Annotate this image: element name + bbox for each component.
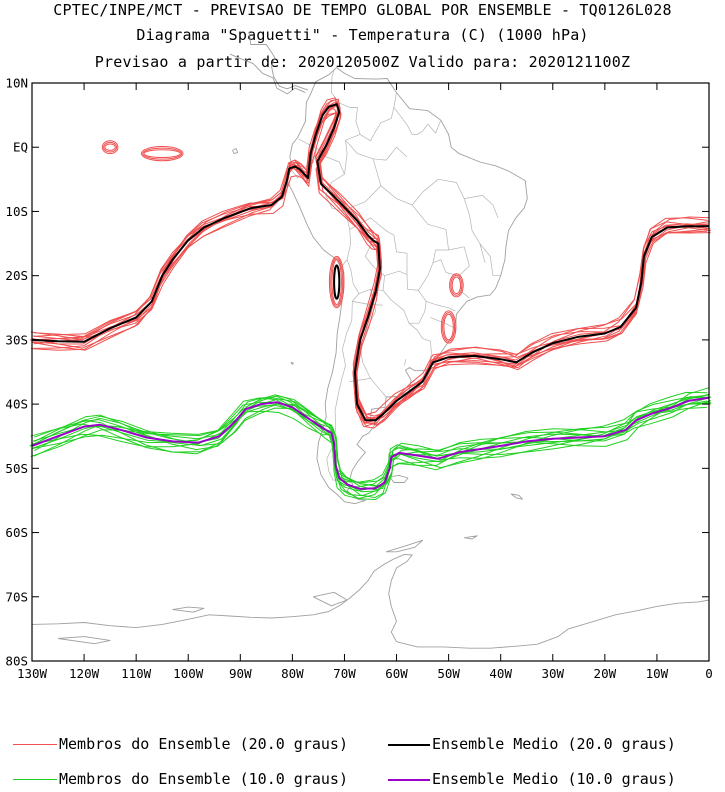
member-closed-contour bbox=[143, 149, 181, 159]
legend-label-members-20: Membros do Ensemble (20.0 graus) bbox=[59, 735, 348, 753]
member-closed-contour bbox=[330, 257, 344, 307]
member-closed-contour bbox=[451, 276, 462, 295]
member-closed-contour bbox=[101, 140, 119, 155]
member-line-10 bbox=[32, 387, 709, 487]
member-closed-contour bbox=[328, 255, 345, 309]
x-tick-label: 100W bbox=[173, 666, 204, 681]
ensemble-means bbox=[31, 103, 710, 490]
y-tick-label: 70S bbox=[5, 589, 28, 604]
member-line-20 bbox=[33, 99, 708, 425]
y-tick-label: 10N bbox=[5, 76, 28, 91]
member-closed-contour bbox=[331, 259, 342, 306]
member-line-20 bbox=[33, 112, 709, 421]
mean-closed-contour bbox=[333, 264, 341, 300]
chart-title-line-1: CPTEC/INPE/MCT - PREVISAO DE TEMPO GLOBA… bbox=[53, 1, 672, 19]
member-closed-contour bbox=[450, 274, 463, 296]
x-tick-label: 20W bbox=[594, 666, 617, 681]
y-tick-label: 60S bbox=[5, 525, 28, 540]
member-line-10 bbox=[32, 397, 711, 483]
x-tick-label: 80W bbox=[281, 666, 304, 681]
member-closed-contour bbox=[449, 273, 464, 298]
x-tick-label: 0 bbox=[705, 666, 713, 681]
spaghetti-chart: 130W 120W 110W 100W 90W 80W 70W 60W 50W 40W 30W 20W… bbox=[5, 31, 713, 682]
member-line-10 bbox=[29, 394, 707, 497]
legend-swatch-mean-20 bbox=[388, 744, 430, 746]
member-closed-contour bbox=[142, 147, 183, 160]
member-closed-contour bbox=[140, 146, 184, 162]
member-closed-contour bbox=[440, 310, 457, 344]
member-line-20 bbox=[30, 98, 711, 424]
member-line-20 bbox=[32, 104, 710, 415]
x-tick-label: 110W bbox=[121, 666, 152, 681]
chart-axes: 130W 120W 110W 100W 90W 80W 70W 60W 50W 40W 30W 20W… bbox=[5, 76, 712, 682]
legend-label-members-10: Membros do Ensemble (10.0 graus) bbox=[59, 770, 348, 788]
y-tick-label: 40S bbox=[5, 397, 28, 412]
y-tick-label: 20S bbox=[5, 268, 28, 283]
member-line-10 bbox=[29, 391, 708, 493]
x-tick-label: 70W bbox=[333, 666, 356, 681]
ensemble-mean-line-10 bbox=[31, 396, 710, 490]
member-line-20 bbox=[30, 104, 710, 417]
member-line-10 bbox=[31, 397, 708, 487]
member-closed-contour bbox=[442, 312, 456, 342]
y-tick-label: EQ bbox=[13, 140, 28, 155]
y-tick-label: 30S bbox=[5, 332, 28, 347]
member-line-20 bbox=[33, 100, 708, 421]
member-line-20 bbox=[33, 104, 709, 426]
member-line-20 bbox=[30, 112, 709, 419]
x-tick-label: 10W bbox=[646, 666, 669, 681]
x-tick-label: 30W bbox=[541, 666, 564, 681]
y-tick-label: 80S bbox=[5, 654, 28, 669]
member-closed-contour bbox=[443, 313, 454, 341]
x-tick-label: 50W bbox=[437, 666, 460, 681]
x-tick-label: 40W bbox=[489, 666, 512, 681]
plot-frame bbox=[31, 82, 710, 662]
legend-label-mean-20: Ensemble Medio (20.0 graus) bbox=[432, 735, 676, 753]
map-land-outlines bbox=[31, 31, 710, 649]
x-tick-label: 130W bbox=[17, 666, 48, 681]
legend-label-mean-10: Ensemble Medio (10.0 graus) bbox=[432, 770, 676, 788]
x-tick-label: 120W bbox=[69, 666, 100, 681]
legend-swatch-members-20 bbox=[13, 744, 57, 745]
member-line-10 bbox=[34, 398, 711, 500]
member-line-20 bbox=[30, 101, 711, 429]
x-tick-label: 90W bbox=[229, 666, 252, 681]
legend-swatch-members-10 bbox=[13, 779, 57, 780]
ensemble-mean-line-20 bbox=[31, 103, 709, 422]
member-line-10 bbox=[31, 393, 710, 491]
legend-swatch-mean-10 bbox=[388, 779, 430, 781]
chart-title-line-2: Diagrama "Spaguetti" - Temperatura (C) (… bbox=[136, 26, 589, 44]
member-closed-contour bbox=[103, 141, 118, 153]
member-line-20 bbox=[32, 97, 708, 427]
member-line-20 bbox=[31, 107, 708, 420]
x-tick-label: 60W bbox=[385, 666, 408, 681]
chart-legend: Membros do Ensemble (20.0 graus) Ensembl… bbox=[0, 725, 725, 792]
y-tick-label: 10S bbox=[5, 204, 28, 219]
y-tick-label: 50S bbox=[5, 461, 28, 476]
chart-title-line-3: Previsao a partir de: 2020120500Z Valido… bbox=[94, 53, 631, 71]
member-line-10 bbox=[30, 394, 709, 499]
member-closed-contour bbox=[104, 143, 116, 151]
member-line-10 bbox=[30, 395, 707, 484]
